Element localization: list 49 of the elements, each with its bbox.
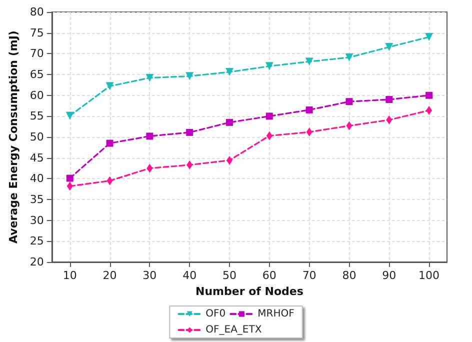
- point: [385, 43, 394, 51]
- point: [66, 112, 74, 120]
- x-tick-label: 80: [342, 269, 356, 282]
- legend-label: OF_EA_ETX: [206, 324, 262, 336]
- y-tick-label: 30: [30, 214, 44, 227]
- y-tick-label: 70: [30, 47, 44, 60]
- point: [345, 53, 354, 62]
- x-tick-label: 70: [302, 269, 316, 282]
- point: [265, 62, 274, 70]
- y-tick-label: 25: [30, 234, 44, 248]
- y-tick-label: 65: [30, 68, 44, 81]
- x-tick-label: 50: [222, 269, 236, 282]
- point: [66, 174, 74, 182]
- x-axis-title: Number of Nodes: [195, 284, 304, 298]
- y-tick-label: 35: [30, 193, 44, 206]
- x-tick-label: 30: [142, 269, 157, 282]
- point: [346, 98, 353, 106]
- point: [186, 128, 194, 136]
- x-tick-label: 40: [182, 269, 197, 282]
- legend-label: OF0: [206, 308, 226, 320]
- y-tick-label: 40: [30, 172, 44, 186]
- y-tick-label: 55: [30, 110, 44, 123]
- point: [306, 128, 312, 136]
- point: [306, 106, 313, 114]
- point: [106, 140, 114, 147]
- y-tick-label: 45: [30, 151, 44, 164]
- y-tick-label: 75: [30, 26, 44, 40]
- point: [386, 96, 393, 103]
- point: [305, 58, 314, 66]
- y-tick-label: 80: [30, 6, 44, 18]
- point: [146, 74, 154, 82]
- y-axis-title: Average Energy Consumption (mJ): [7, 30, 20, 244]
- point: [226, 118, 233, 126]
- point: [106, 82, 114, 90]
- point: [146, 132, 154, 140]
- point: [225, 68, 234, 76]
- y-tick-label: 60: [30, 88, 44, 102]
- x-tick-label: 60: [262, 269, 276, 282]
- x-tick-label: 20: [102, 269, 117, 282]
- point: [426, 92, 433, 99]
- x-tick-label: 100: [418, 269, 440, 282]
- point: [266, 112, 273, 120]
- x-tick-label: 90: [382, 269, 396, 282]
- point: [186, 72, 194, 80]
- y-tick-label: 50: [30, 130, 44, 144]
- x-tick-label: 10: [62, 269, 77, 282]
- point: [425, 33, 434, 41]
- y-tick-label: 20: [30, 256, 44, 268]
- legend-label: MRHOF: [258, 308, 295, 320]
